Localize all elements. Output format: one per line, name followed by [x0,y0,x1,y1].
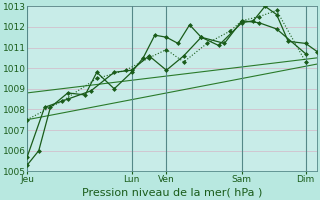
X-axis label: Pression niveau de la mer( hPa ): Pression niveau de la mer( hPa ) [82,187,262,197]
